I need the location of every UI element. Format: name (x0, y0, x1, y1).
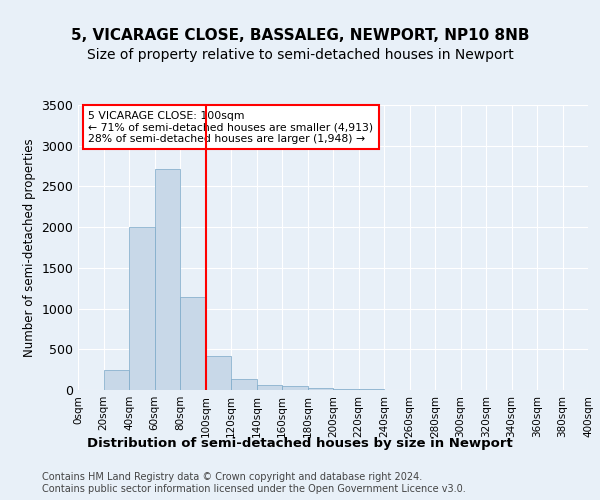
Text: 5, VICARAGE CLOSE, BASSALEG, NEWPORT, NP10 8NB: 5, VICARAGE CLOSE, BASSALEG, NEWPORT, NP… (71, 28, 529, 42)
Bar (129, 227, 155, 390)
Bar (104, 370, 129, 390)
Text: Contains HM Land Registry data © Crown copyright and database right 2024.
Contai: Contains HM Land Registry data © Crown c… (42, 472, 466, 494)
Bar (282, 386, 308, 390)
Text: Size of property relative to semi-detached houses in Newport: Size of property relative to semi-detach… (86, 48, 514, 62)
Text: 5 VICARAGE CLOSE: 100sqm
← 71% of semi-detached houses are smaller (4,913)
28% o: 5 VICARAGE CLOSE: 100sqm ← 71% of semi-d… (88, 110, 373, 144)
Bar (231, 380, 257, 390)
Text: Distribution of semi-detached houses by size in Newport: Distribution of semi-detached houses by … (87, 438, 513, 450)
Bar (257, 385, 282, 390)
Bar (308, 388, 333, 390)
Bar (180, 297, 205, 390)
Bar (205, 356, 231, 390)
Y-axis label: Number of semi-detached properties: Number of semi-detached properties (23, 138, 36, 357)
Bar (333, 389, 359, 390)
Bar (155, 168, 180, 390)
Bar (359, 389, 384, 390)
